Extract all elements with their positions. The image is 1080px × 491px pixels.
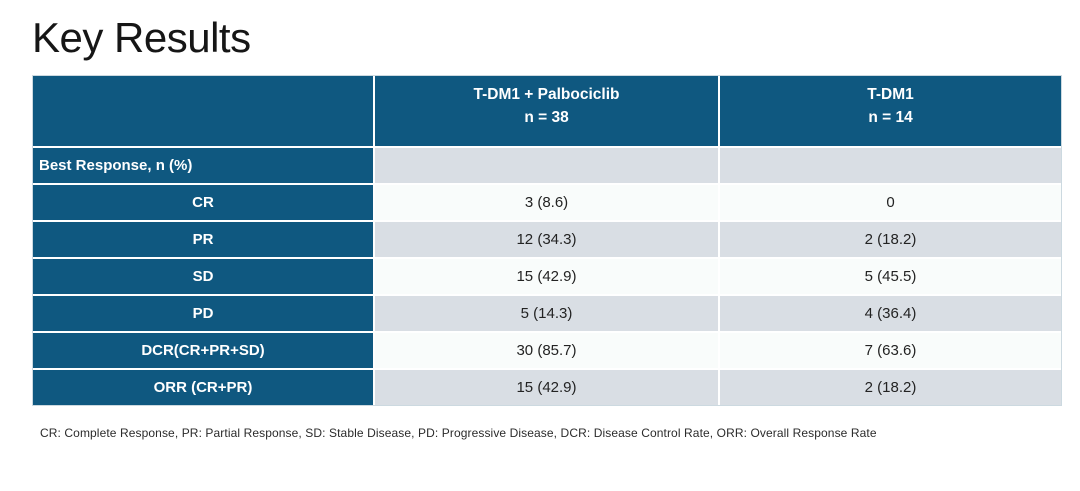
row-label-cr: CR [33, 185, 373, 220]
row-label-pr: PR [33, 222, 373, 257]
row-label-dcr: DCR(CR+PR+SD) [33, 333, 373, 368]
header-col-tdm1: T-DM1 n = 14 [720, 76, 1061, 146]
header-empty-cell [33, 76, 373, 146]
cell-pr-tdm1: 2 (18.2) [720, 222, 1061, 257]
row-label-pd: PD [33, 296, 373, 331]
cell-dcr-tdm1-palbo: 30 (85.7) [375, 333, 718, 368]
cell-pd-tdm1-palbo: 5 (14.3) [375, 296, 718, 331]
cell-cr-tdm1-palbo: 3 (8.6) [375, 185, 718, 220]
header-arm-n: n = 14 [868, 109, 913, 127]
header-arm-name: T-DM1 [867, 86, 914, 103]
cell-cr-tdm1: 0 [720, 185, 1061, 220]
cell-pd-tdm1: 4 (36.4) [720, 296, 1061, 331]
row-label-best-response: Best Response, n (%) [33, 148, 373, 183]
key-results-table: T-DM1 + Palbociclib n = 38 T-DM1 n = 14 … [32, 75, 1062, 406]
row-label-orr: ORR (CR+PR) [33, 370, 373, 405]
header-arm-n: n = 38 [524, 109, 569, 127]
cell-sd-tdm1: 5 (45.5) [720, 259, 1061, 294]
cell-best-response-tdm1 [720, 148, 1061, 183]
abbreviations-footnote: CR: Complete Response, PR: Partial Respo… [40, 426, 877, 440]
cell-dcr-tdm1: 7 (63.6) [720, 333, 1061, 368]
header-col-tdm1-palbociclib: T-DM1 + Palbociclib n = 38 [375, 76, 718, 146]
cell-orr-tdm1-palbo: 15 (42.9) [375, 370, 718, 405]
row-label-sd: SD [33, 259, 373, 294]
cell-pr-tdm1-palbo: 12 (34.3) [375, 222, 718, 257]
cell-sd-tdm1-palbo: 15 (42.9) [375, 259, 718, 294]
slide-title: Key Results [32, 14, 251, 61]
cell-orr-tdm1: 2 (18.2) [720, 370, 1061, 405]
header-arm-name: T-DM1 + Palbociclib [473, 86, 620, 103]
cell-best-response-tdm1-palbo [375, 148, 718, 183]
